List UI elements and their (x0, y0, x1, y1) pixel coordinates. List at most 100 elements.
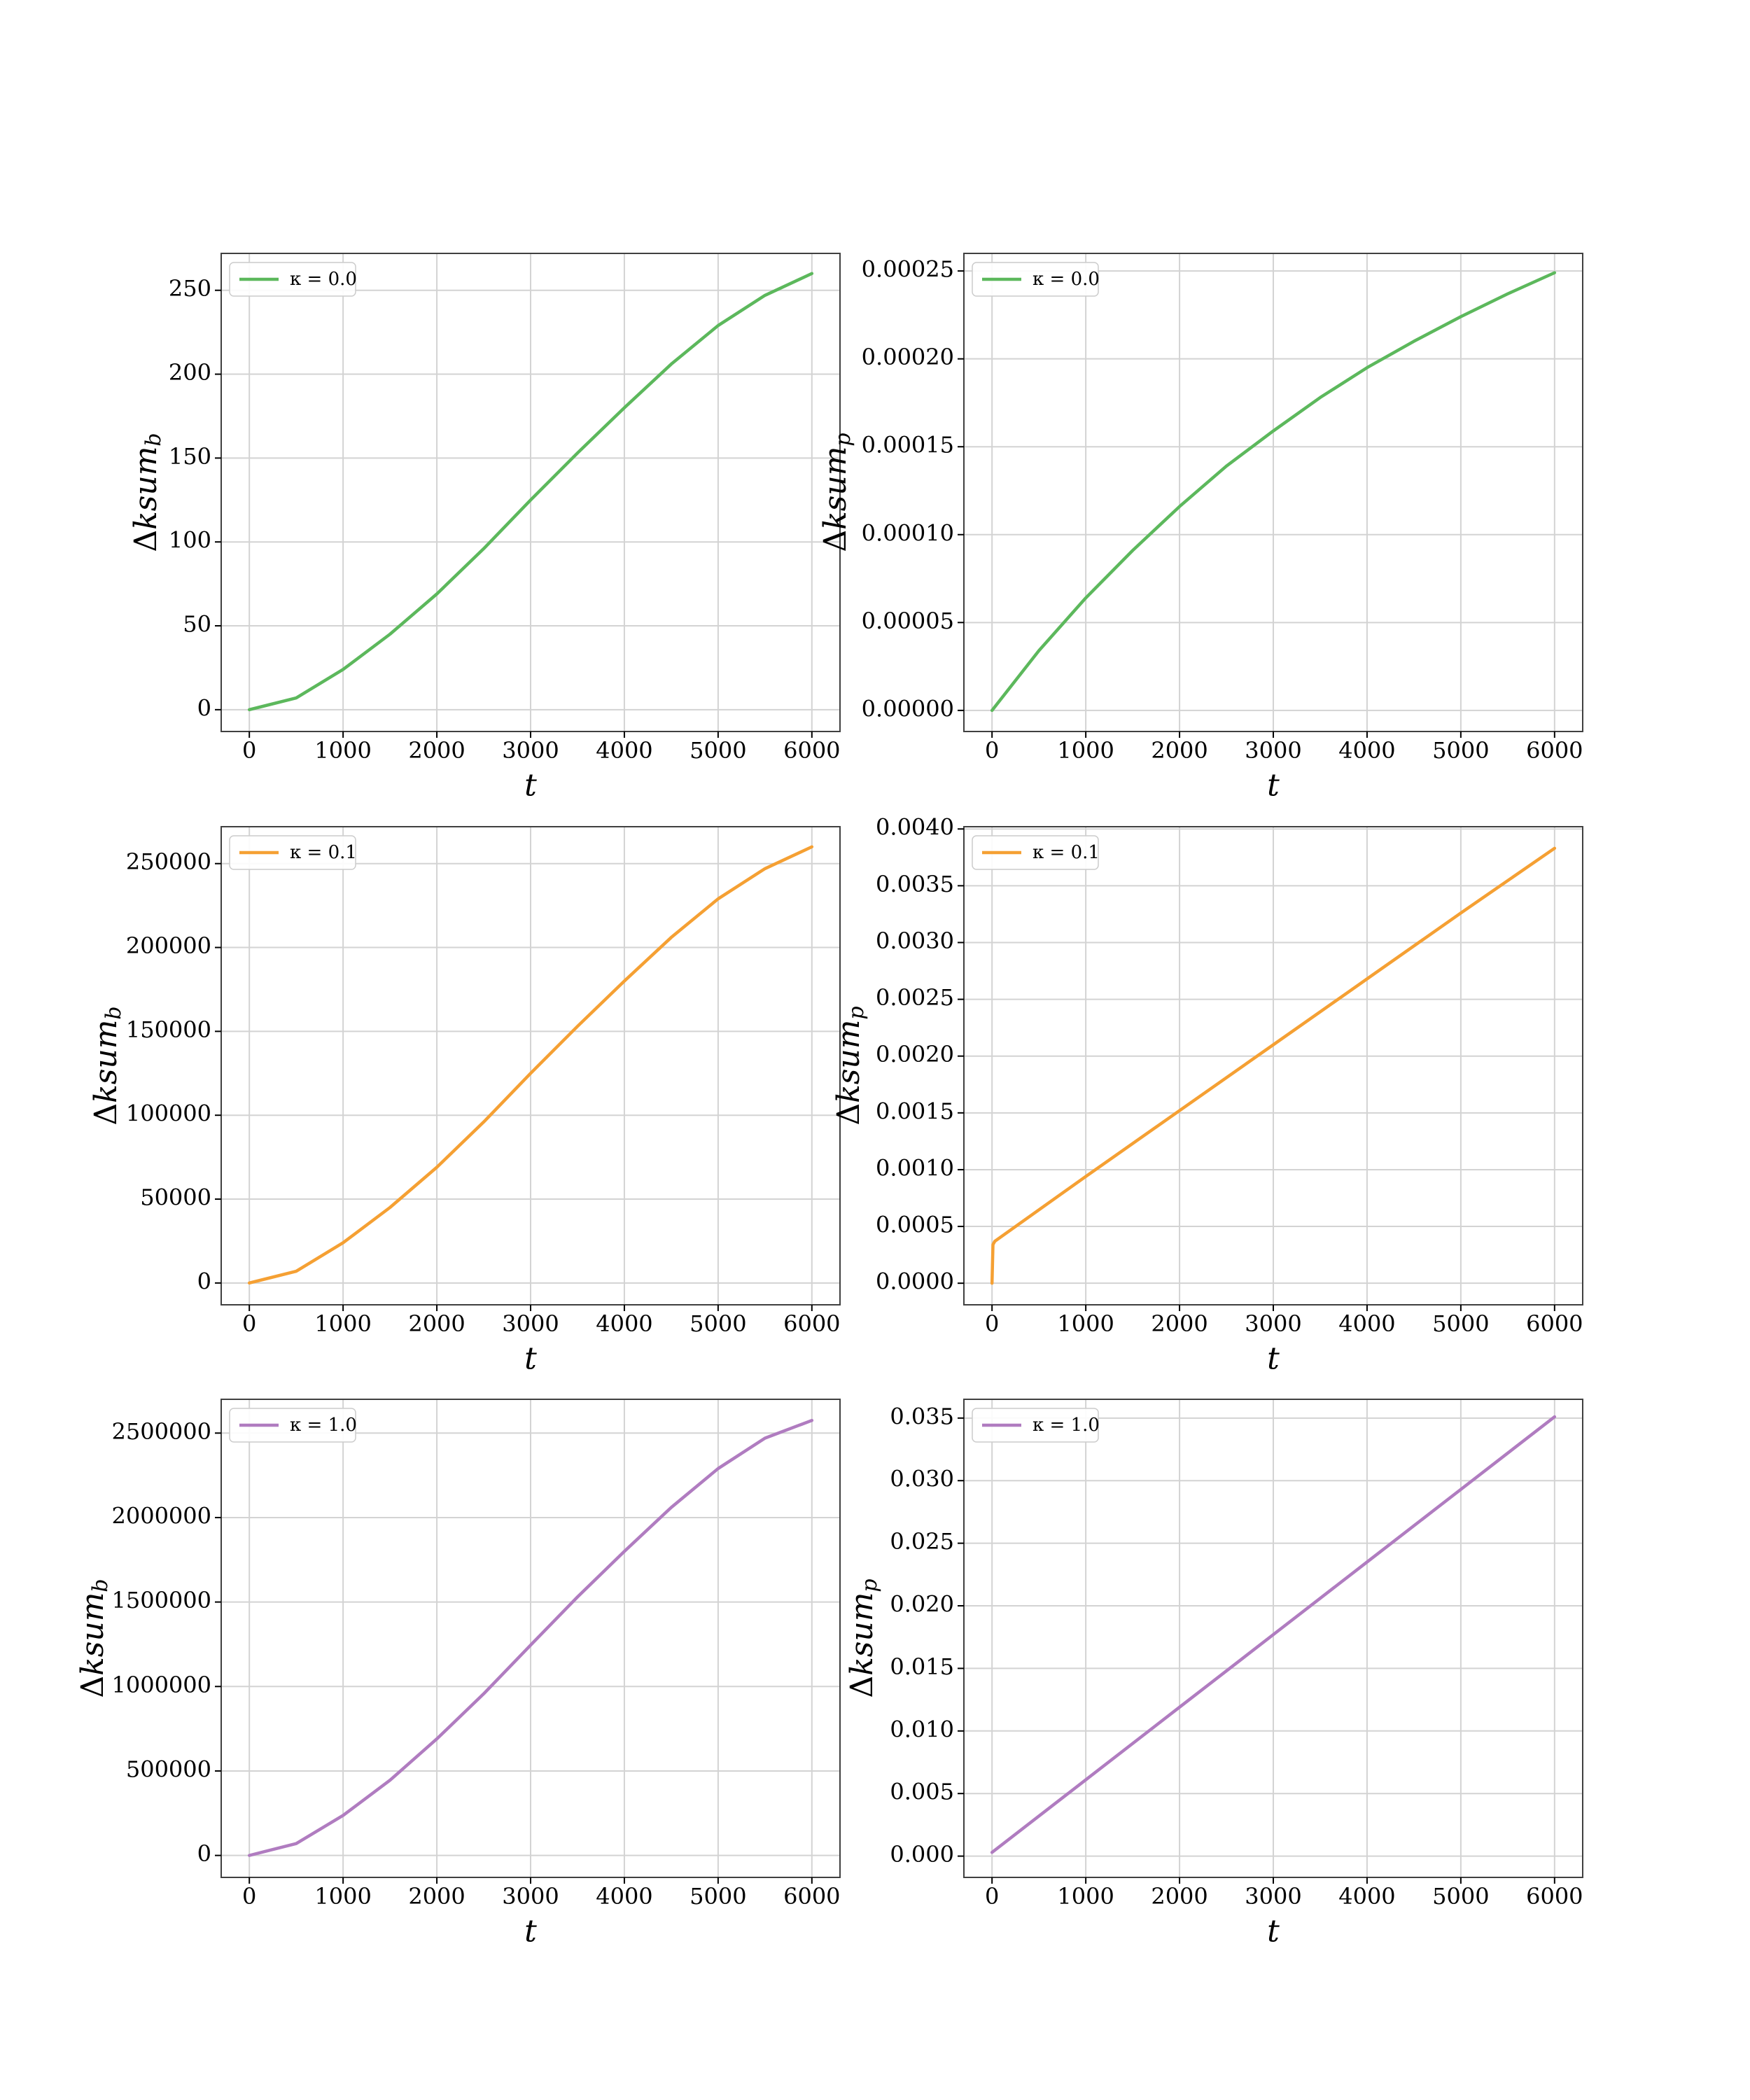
x-tick-label: 2000 (1151, 1310, 1208, 1337)
x-tick-label: 4000 (596, 737, 652, 764)
y-tick-label: 0.015 (890, 1653, 954, 1680)
x-tick-label: 5000 (1432, 1310, 1489, 1337)
y-tick-label: 150000 (126, 1016, 211, 1043)
series-line-1 (990, 271, 1557, 713)
y-tick-label: 2000000 (111, 1502, 211, 1529)
x-tick-label: 6000 (783, 737, 840, 764)
chart-panel-4: 0 1000 2000 3000 4000 5000 6000 0.0000 0.0005 0.0… (831, 814, 1583, 1377)
y-tick-label: 0.035 (890, 1403, 954, 1429)
x-tick-label: 2000 (1151, 737, 1208, 764)
x-tick-label: 1000 (314, 1883, 371, 1910)
legend: κ = 1.0 (972, 1408, 1100, 1443)
x-tick-label: 3000 (502, 1310, 559, 1337)
x-tick-label: 4000 (1338, 1310, 1395, 1337)
legend: κ = 0.0 (972, 262, 1100, 297)
series-line-1 (990, 846, 1557, 1285)
y-tick-label: 250 (169, 275, 211, 302)
y-tick-label: 0.0030 (876, 927, 954, 954)
x-tick-label: 5000 (1432, 737, 1489, 764)
y-tick-label: 0.00000 (862, 695, 954, 722)
x-axis-label: t (524, 1914, 537, 1949)
y-axis-label: Δksumb (128, 433, 167, 552)
x-tick-label: 1000 (314, 737, 371, 764)
series-line-1 (247, 272, 814, 712)
legend-box (972, 835, 1099, 870)
y-tick-label: 200 (169, 359, 211, 386)
y-tick-label: 0.030 (890, 1466, 954, 1492)
y-tick-label: 150 (169, 443, 211, 470)
y-tick-label: 0 (197, 694, 211, 721)
x-axis-label: t (1267, 1914, 1280, 1949)
x-tick-label: 1000 (1057, 1310, 1114, 1337)
x-tick-label: 6000 (783, 1883, 840, 1910)
x-tick-label: 4000 (596, 1310, 652, 1337)
y-tick-label: 0 (197, 1840, 211, 1867)
legend-box (229, 835, 356, 870)
x-tick-label: 6000 (1526, 737, 1583, 764)
legend: κ = 0.1 (229, 835, 357, 870)
chart-panel-1: 0 1000 2000 3000 4000 5000 6000 0 50 100 150 200 250… (128, 253, 841, 804)
y-tick-label: 0.0025 (876, 984, 954, 1011)
y-tick-label: 0.00010 (862, 519, 954, 546)
y-tick-label: 0.020 (890, 1591, 954, 1618)
y-tick-label: 250000 (126, 848, 211, 875)
legend-entry-label: κ = 1.0 (1032, 1415, 1100, 1436)
x-tick-label: 6000 (783, 1310, 840, 1337)
y-tick-label: 100000 (126, 1100, 211, 1127)
legend-box (972, 1408, 1099, 1443)
x-tick-label: 3000 (502, 1883, 559, 1910)
series-line-1 (247, 1418, 814, 1857)
y-tick-label: 0.0005 (876, 1212, 954, 1238)
x-tick-label: 0 (242, 1310, 256, 1337)
legend-box (972, 262, 1099, 297)
y-axis-label: Δksump (831, 1006, 869, 1125)
y-tick-label: 0.00020 (862, 344, 954, 370)
x-axis-label: t (1267, 1341, 1280, 1377)
chart-panel-5: 0 1000 2000 3000 4000 5000 6000 0 500000 1000000 1… (75, 1399, 841, 1949)
y-tick-label: 0.00025 (862, 256, 954, 283)
y-tick-label: 0.0000 (876, 1268, 954, 1295)
y-tick-label: 0 (197, 1268, 211, 1294)
legend: κ = 0.0 (229, 262, 357, 297)
y-tick-label: 0.00005 (862, 608, 954, 634)
y-tick-label: 0.0040 (876, 814, 954, 841)
y-tick-label: 0.000 (890, 1841, 954, 1868)
legend-entry-label: κ = 0.0 (290, 269, 357, 290)
x-tick-label: 5000 (1432, 1883, 1489, 1910)
x-tick-label: 1000 (314, 1310, 371, 1337)
x-tick-label: 2000 (408, 737, 465, 764)
y-tick-label: 50 (183, 611, 211, 638)
legend-entry-label: κ = 1.0 (290, 1415, 357, 1436)
legend-entry-label: κ = 0.1 (1032, 842, 1100, 863)
y-tick-label: 2500000 (111, 1418, 211, 1445)
x-tick-label: 2000 (408, 1310, 465, 1337)
x-tick-label: 3000 (1245, 737, 1301, 764)
x-tick-label: 0 (985, 737, 999, 764)
x-tick-label: 6000 (1526, 1883, 1583, 1910)
y-axis-label: Δksumb (75, 1578, 113, 1698)
y-tick-label: 0.025 (890, 1528, 954, 1555)
x-axis-label: t (1267, 768, 1280, 804)
y-tick-label: 1000000 (111, 1672, 211, 1698)
x-tick-label: 0 (985, 1310, 999, 1337)
x-axis-label: t (524, 1341, 537, 1377)
legend-box (229, 262, 356, 297)
y-tick-label: 0.00015 (862, 432, 954, 458)
y-tick-label: 500000 (126, 1756, 211, 1782)
y-tick-label: 0.010 (890, 1716, 954, 1742)
y-tick-label: 0.005 (890, 1779, 954, 1805)
x-tick-label: 4000 (596, 1883, 652, 1910)
y-tick-label: 1500000 (111, 1587, 211, 1614)
y-axis-label: Δksump (818, 433, 856, 552)
x-tick-label: 0 (242, 1883, 256, 1910)
chart-panel-3: 0 1000 2000 3000 4000 5000 6000 0 50000 100000 150… (88, 826, 841, 1377)
y-tick-label: 0.0010 (876, 1154, 954, 1181)
legend: κ = 1.0 (229, 1408, 357, 1443)
x-tick-label: 3000 (1245, 1310, 1301, 1337)
x-tick-label: 0 (242, 737, 256, 764)
x-tick-label: 5000 (690, 737, 746, 764)
x-tick-label: 1000 (1057, 1883, 1114, 1910)
chart-panel-6: 0 1000 2000 3000 4000 5000 6000 0.000 0.005 0.010… (844, 1399, 1583, 1949)
x-tick-label: 4000 (1338, 737, 1395, 764)
